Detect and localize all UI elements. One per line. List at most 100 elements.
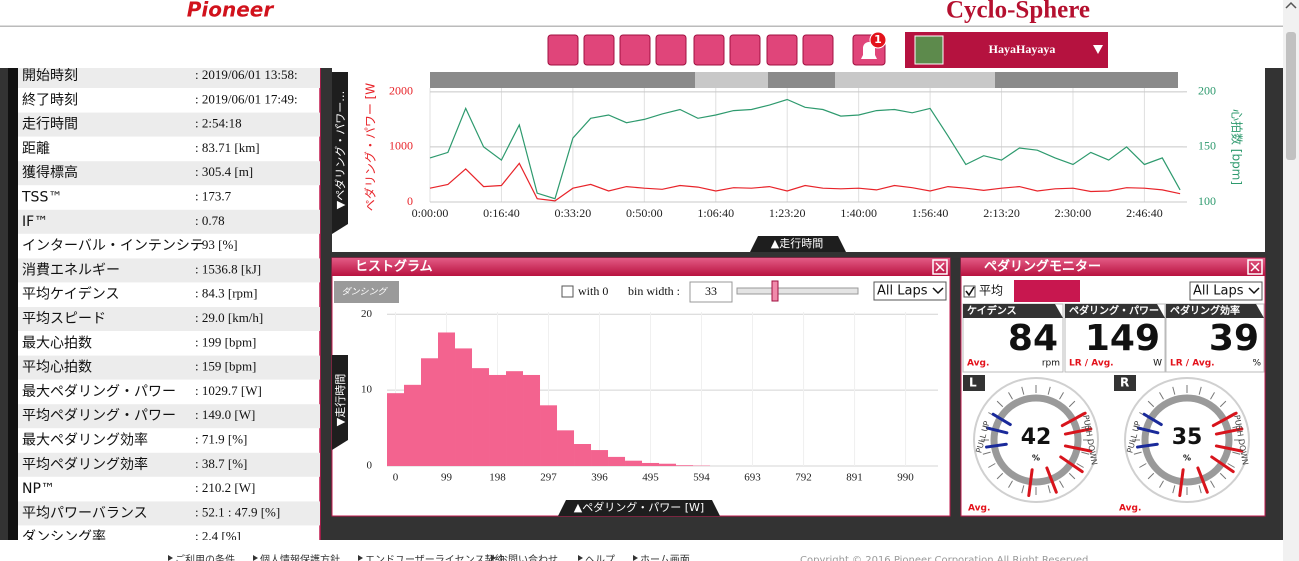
toolbar-button[interactable] bbox=[729, 34, 761, 66]
thumbnail bbox=[334, 281, 399, 303]
left-band bbox=[8, 68, 18, 540]
stat-label: TSS™ bbox=[21, 190, 62, 206]
stat-value: : 173.7 bbox=[195, 188, 232, 203]
gauge-tick bbox=[1159, 480, 1164, 488]
gauge-center bbox=[1010, 414, 1062, 466]
toolbar-button[interactable] bbox=[547, 34, 579, 66]
close-icon bbox=[1250, 262, 1260, 272]
metric-value: 84 bbox=[1008, 318, 1058, 359]
gauge-side: L bbox=[969, 376, 977, 390]
histogram-bar bbox=[472, 368, 490, 466]
stat-label: 平均パワーバランス bbox=[22, 505, 148, 521]
x-tick-label: 990 bbox=[897, 472, 914, 484]
close-button[interactable] bbox=[1247, 259, 1263, 275]
with0-checkbox[interactable] bbox=[561, 285, 574, 298]
histogram-bar bbox=[608, 456, 626, 466]
y-selector: ▼ペダリング・パワー… bbox=[333, 91, 347, 209]
stat-label: 平均心拍数 bbox=[22, 360, 92, 376]
toolbar-button[interactable] bbox=[693, 34, 725, 66]
bin-width-slider[interactable] bbox=[736, 287, 859, 295]
y-selector-tab[interactable] bbox=[332, 355, 348, 450]
app-title: Cyclo-Sphere bbox=[946, 0, 1090, 24]
gauge-value: 35 bbox=[1172, 425, 1203, 450]
lap-segment bbox=[995, 72, 1178, 88]
metric-value: 39 bbox=[1209, 318, 1259, 359]
histogram-bar bbox=[625, 460, 643, 466]
footer-link[interactable]: エンドユーザーライセンス契約 bbox=[365, 553, 505, 561]
toolbar-button[interactable] bbox=[655, 34, 687, 66]
laps-select[interactable] bbox=[873, 281, 947, 301]
link-bullet bbox=[253, 555, 258, 561]
gauge-tick bbox=[1133, 451, 1142, 455]
stat-label: 平均ケイデンス bbox=[22, 286, 119, 303]
x-tick-label: 0:00:00 bbox=[412, 206, 449, 220]
link-bullet bbox=[633, 555, 638, 561]
x-tick-label: 2:46:40 bbox=[1126, 206, 1163, 220]
footer-link[interactable]: ご利用の条件 bbox=[175, 553, 235, 561]
row-background bbox=[18, 307, 320, 331]
footer-link[interactable]: 個人情報保護方針 bbox=[260, 553, 340, 561]
slider-thumb[interactable] bbox=[771, 280, 779, 302]
gauge-tick bbox=[1059, 480, 1064, 488]
x-tick-label: 693 bbox=[744, 472, 761, 484]
gauge-side-tab bbox=[1114, 375, 1136, 391]
stat-value: : 149.0 [W] bbox=[195, 407, 255, 422]
histogram-bar bbox=[404, 384, 422, 466]
gauge-ring bbox=[990, 394, 1082, 486]
metric-unit: rpm bbox=[1042, 359, 1060, 369]
scrollbar-thumb bbox=[1286, 32, 1296, 160]
metric-unit: W bbox=[1153, 359, 1162, 369]
lap-segment bbox=[768, 72, 835, 88]
data-line bbox=[429, 162, 1181, 202]
x-selector-tab[interactable] bbox=[750, 236, 846, 252]
y-tick-label: 0 bbox=[407, 194, 413, 208]
gauge-tick bbox=[1068, 472, 1076, 480]
row-background bbox=[18, 501, 320, 526]
row-background bbox=[18, 404, 320, 429]
stat-label: インターバル・インテンシテ bbox=[22, 238, 204, 254]
toolbar-button[interactable] bbox=[583, 34, 615, 66]
gauge-tick bbox=[1198, 485, 1202, 494]
link-bullet bbox=[168, 555, 173, 561]
laps-option: All Laps bbox=[877, 284, 928, 299]
force-vector bbox=[1214, 444, 1244, 453]
gauge-tick bbox=[1198, 386, 1202, 395]
average-checkbox[interactable] bbox=[963, 285, 976, 298]
x-tick-label: 1:40:00 bbox=[840, 206, 877, 220]
metric-name: ペダリング・パワー bbox=[1069, 304, 1159, 317]
stat-value: : 52.1 : 47.9 [%] bbox=[195, 504, 280, 519]
force-vector bbox=[985, 426, 1009, 435]
row-background bbox=[18, 209, 320, 234]
laps-select[interactable] bbox=[1189, 281, 1263, 301]
metric-note: LR / Avg. bbox=[1069, 359, 1114, 369]
gauge-tick bbox=[988, 463, 996, 468]
metric-unit: % bbox=[1252, 359, 1261, 369]
force-vector bbox=[1063, 444, 1093, 453]
footer-link[interactable]: ホーム画面 bbox=[640, 554, 690, 561]
stat-label: 開始時刻 bbox=[22, 68, 78, 84]
histogram-bar bbox=[591, 450, 609, 466]
toolbar-button[interactable] bbox=[802, 34, 834, 66]
toolbar-button[interactable] bbox=[619, 34, 651, 66]
bin-width-input[interactable] bbox=[689, 281, 733, 303]
stat-value: : 84.3 [rpm] bbox=[195, 286, 257, 301]
gauge-tick bbox=[996, 472, 1004, 480]
x-tick-label: 0 bbox=[393, 472, 399, 484]
x-tick-label: 0:50:00 bbox=[626, 206, 663, 220]
footer-link[interactable]: お問い合わせ bbox=[498, 553, 558, 561]
panel-title: ペダリングモニター bbox=[984, 259, 1101, 275]
toolbar-button[interactable] bbox=[766, 34, 798, 66]
panel-title: ヒストグラム bbox=[355, 259, 433, 275]
x-selector-tab[interactable] bbox=[558, 500, 720, 516]
y-tick-label: 20 bbox=[361, 308, 373, 320]
footer-link[interactable]: ヘルプ bbox=[585, 554, 615, 561]
stat-value: : 83.71 [km] bbox=[195, 140, 260, 155]
y2-tick-label: 200 bbox=[1198, 84, 1216, 98]
select-arrow bbox=[1248, 287, 1260, 295]
x-tick-label: 495 bbox=[642, 472, 659, 484]
force-vector bbox=[985, 442, 1008, 449]
close-button[interactable] bbox=[932, 259, 948, 275]
force-vector bbox=[1196, 466, 1209, 494]
gauge-tick bbox=[982, 451, 991, 455]
y-selector-tab[interactable] bbox=[332, 72, 348, 234]
